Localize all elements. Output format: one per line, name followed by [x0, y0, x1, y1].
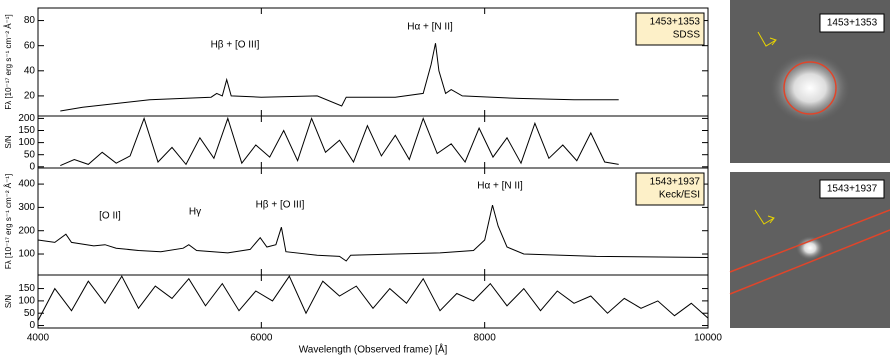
galaxy — [796, 236, 824, 260]
spectrum — [60, 116, 619, 167]
y-axis-label: S/N — [4, 135, 13, 149]
spectrum — [60, 43, 619, 112]
y-tick-label: 100 — [18, 296, 35, 307]
legend-text: Keck/ESI — [659, 190, 700, 201]
image-label: 1453+1353 — [827, 18, 878, 29]
annotation: Hβ + [O III] — [211, 40, 260, 51]
x-tick-label: 4000 — [27, 333, 50, 344]
y-tick-label: 50 — [24, 149, 36, 160]
x-tick-label: 8000 — [474, 333, 497, 344]
y-tick-label: 150 — [18, 283, 35, 294]
aperture — [783, 61, 837, 115]
y-tick-label: 200 — [18, 113, 35, 124]
y-tick-label: 60 — [24, 40, 36, 51]
y-axis-label: Fλ [10⁻¹⁷ erg s⁻¹ cm⁻² Å⁻¹] — [4, 174, 13, 269]
annotation: Hα + [N II] — [407, 22, 453, 33]
y-tick-label: 400 — [18, 179, 35, 190]
annotation: Hα + [N II] — [477, 181, 523, 192]
y-tick-label: 80 — [24, 15, 36, 26]
image-label-box — [819, 13, 885, 33]
annotation: [O II] — [99, 211, 121, 222]
legend-text: 1543+1937 — [650, 177, 701, 188]
x-tick-label: 6000 — [250, 333, 273, 344]
legend-box — [635, 12, 705, 46]
plot-frame — [37, 167, 709, 276]
y-tick-label: 20 — [24, 91, 36, 102]
arrow — [754, 209, 775, 225]
image-label: 1543+1937 — [827, 184, 878, 195]
y-axis-label: S/N — [4, 295, 13, 309]
y-tick-label: 50 — [24, 308, 36, 319]
spectrum — [37, 204, 709, 262]
legend-text: SDSS — [673, 30, 701, 41]
y-tick-label: 0 — [29, 161, 35, 172]
y-tick-label: 100 — [18, 249, 35, 260]
plot-frame — [37, 274, 709, 329]
x-axis-label: Wavelength (Observed frame) [Å] — [299, 343, 448, 356]
y-tick-label: 40 — [24, 65, 36, 76]
y-tick-label: 150 — [18, 125, 35, 136]
slit — [729, 229, 890, 295]
y-tick-label: 0 — [29, 320, 35, 331]
galaxy — [770, 53, 850, 123]
arrow — [757, 31, 777, 47]
y-tick-label: 200 — [18, 225, 35, 236]
annotation: Hβ + [O III] — [256, 200, 305, 211]
spectrum — [37, 275, 709, 321]
plot-frame — [37, 115, 709, 169]
legend-text: 1453+1353 — [650, 17, 701, 28]
annotation: Hγ — [189, 207, 201, 218]
y-axis-label: Fλ [10⁻¹⁷ erg s⁻¹ cm⁻² Å⁻¹] — [4, 14, 13, 109]
x-tick-label: 10000 — [694, 333, 722, 344]
y-tick-label: 100 — [18, 137, 35, 148]
legend-box — [635, 172, 705, 206]
slit — [729, 209, 890, 273]
image-label-box — [819, 179, 885, 199]
y-tick-label: 300 — [18, 202, 35, 213]
